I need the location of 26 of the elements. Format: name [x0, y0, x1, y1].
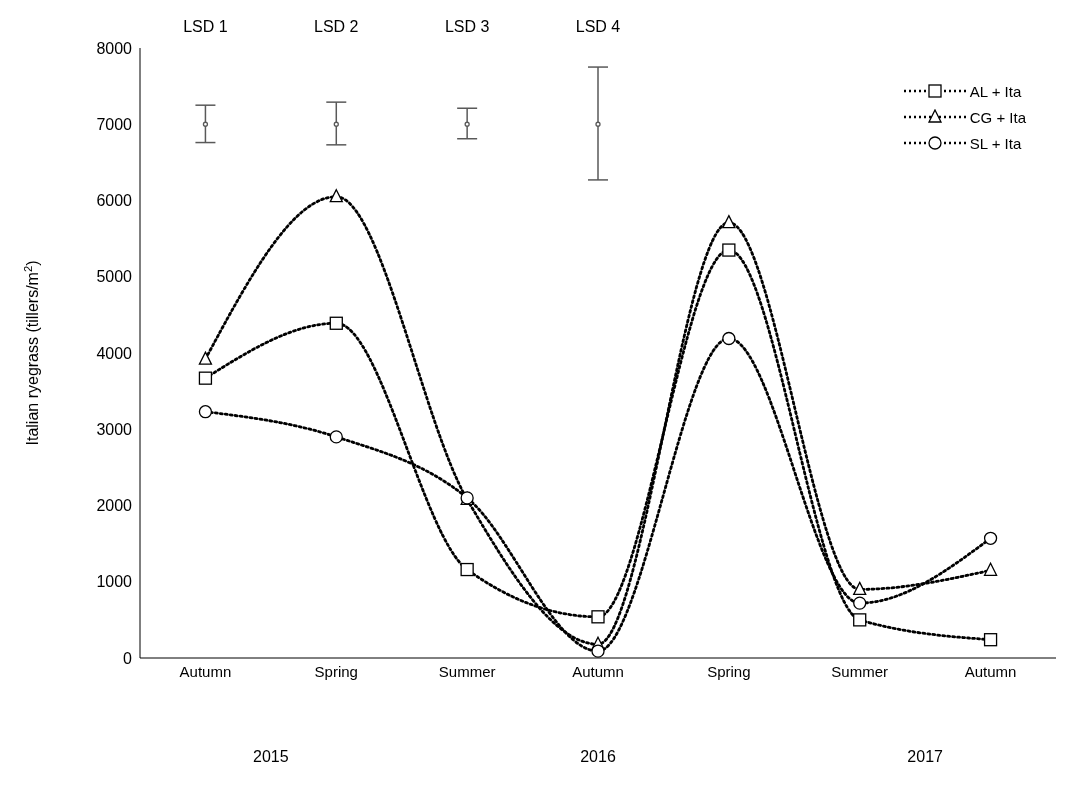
x-tick-label: Autumn — [964, 662, 1017, 680]
y-tick-label: 6000 — [96, 192, 133, 210]
x-tick-label: Spring — [707, 662, 751, 680]
legend-label: AL + Ita — [969, 82, 1022, 100]
x-tick-label: Autumn — [572, 662, 624, 680]
y-tick-label: 2000 — [96, 497, 133, 515]
y-tick-label: 5000 — [96, 268, 133, 286]
x-tick-label: Autumn — [179, 662, 232, 680]
y-tick-label: 4000 — [96, 344, 133, 362]
x-tick-label: Spring — [314, 662, 358, 680]
y-tick-label: 7000 — [96, 115, 133, 133]
y-tick-label: 1000 — [96, 573, 133, 591]
text: LSD 3 — [443, 18, 491, 36]
text: 2016 — [579, 748, 617, 766]
text: LSD 1 — [182, 18, 229, 36]
text: LSD 2 — [313, 18, 360, 36]
y-tick-label: 0 — [123, 649, 133, 667]
x-tick-label: Summer — [831, 662, 889, 680]
y-tick-label: 8000 — [96, 39, 133, 57]
legend-label: CG + Ita — [969, 108, 1026, 126]
y-tick-label: 3000 — [96, 420, 133, 438]
text: LSD 4 — [574, 18, 622, 36]
x-tick-label: Summer — [438, 662, 496, 680]
text: 2015 — [252, 748, 290, 766]
legend-label: SL + Ita — [969, 134, 1022, 152]
text: 2017 — [906, 748, 944, 766]
